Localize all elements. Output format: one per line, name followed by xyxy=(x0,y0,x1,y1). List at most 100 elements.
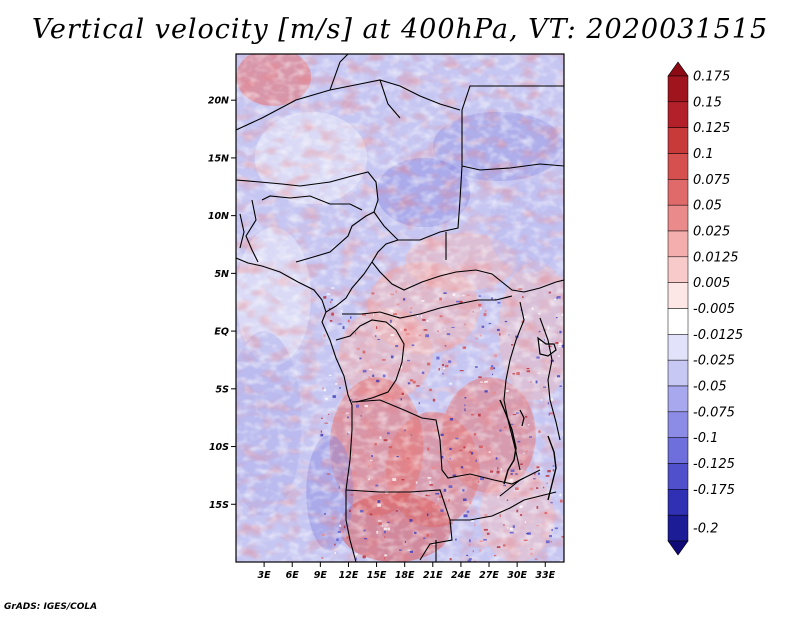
field-speckle xyxy=(328,413,330,415)
field-speckle xyxy=(446,333,451,336)
field-speckle xyxy=(393,313,397,315)
field-speckle xyxy=(395,345,399,348)
field-speckle xyxy=(504,426,507,428)
field-speckle xyxy=(545,475,550,477)
field-speckle xyxy=(497,301,501,304)
field-speckle xyxy=(410,307,413,310)
field-speckle xyxy=(458,449,463,452)
field-speckle xyxy=(534,558,538,560)
field-speckle xyxy=(557,355,560,357)
field-speckle xyxy=(470,520,474,522)
field-speckle xyxy=(466,510,470,513)
field-speckle xyxy=(561,344,564,348)
field-speckle xyxy=(362,313,366,316)
field-speckle xyxy=(331,312,334,316)
field-speckle xyxy=(353,471,357,475)
field-speckle xyxy=(492,391,496,395)
field-speckle xyxy=(341,309,343,313)
legend-label: 0.15 xyxy=(693,95,722,110)
field-speckle xyxy=(321,417,324,419)
lon-tick-label: 24E xyxy=(451,570,471,581)
field-speckle xyxy=(478,445,483,449)
field-speckle xyxy=(525,450,529,453)
field-speckle xyxy=(484,514,488,517)
field-speckle xyxy=(536,466,540,469)
lat-tick-label: 15N xyxy=(208,153,229,164)
field-speckle xyxy=(477,480,480,483)
field-speckle xyxy=(353,553,358,556)
field-speckle xyxy=(400,328,402,331)
field-speckle xyxy=(500,468,503,471)
legend-label: 0.175 xyxy=(693,70,730,85)
field-speckle xyxy=(448,499,450,502)
field-speckle xyxy=(346,536,351,539)
field-speckle xyxy=(427,362,431,366)
field-speckle xyxy=(559,343,562,346)
field-speckle xyxy=(406,546,408,548)
field-speckle xyxy=(415,481,418,484)
field-speckle xyxy=(438,368,440,371)
field-speckle xyxy=(526,368,530,370)
field-speckle xyxy=(479,334,482,337)
field-speckle xyxy=(349,509,351,512)
field-speckle xyxy=(423,329,428,331)
field-speckle xyxy=(556,296,558,300)
field-speckle xyxy=(335,383,338,385)
field-speckle xyxy=(342,412,345,415)
legend-label: 0.1 xyxy=(693,147,714,162)
field-speckle xyxy=(350,316,352,319)
legend-label: 0.025 xyxy=(693,225,730,240)
border-sahara-1 xyxy=(236,79,461,131)
field-speckle xyxy=(390,355,394,359)
border-zambia-south xyxy=(450,491,557,521)
field-speckle xyxy=(376,531,379,534)
field-speckle xyxy=(464,408,466,412)
field-speckle xyxy=(490,470,494,473)
field-speckle xyxy=(427,477,432,479)
field-speckle xyxy=(472,550,474,553)
lat-tick-label: 10N xyxy=(208,211,229,222)
legend-swatch xyxy=(667,179,689,206)
field-speckle xyxy=(475,459,477,462)
field-speckle xyxy=(346,412,349,414)
field-speckle xyxy=(409,311,412,313)
field-speckle xyxy=(320,430,322,433)
field-speckle xyxy=(354,485,358,487)
field-speckle xyxy=(463,446,466,449)
field-speckle xyxy=(549,535,552,538)
field-speckle xyxy=(326,473,331,475)
field-speckle xyxy=(560,560,563,562)
field-speckle xyxy=(497,328,500,331)
field-speckle xyxy=(480,307,482,310)
field-speckle xyxy=(425,508,427,511)
field-speckle xyxy=(481,325,485,328)
legend-top-arrow xyxy=(667,61,689,77)
field-speckle xyxy=(364,404,368,408)
legend-swatch xyxy=(667,230,689,258)
field-speckle xyxy=(463,514,468,518)
field-speckle xyxy=(499,429,502,432)
border-sudan xyxy=(461,163,564,171)
footer-credit: GrADS: IGES/COLA xyxy=(4,602,98,612)
field-speckle xyxy=(422,319,426,321)
field-speckle xyxy=(341,530,344,533)
field-speckle xyxy=(478,376,482,379)
field-speckle xyxy=(499,333,501,336)
field-speckle xyxy=(409,519,413,522)
field-speckle xyxy=(401,392,404,395)
legend-bottom-arrow xyxy=(667,540,689,556)
field-speckle xyxy=(378,522,382,525)
field-speckle xyxy=(448,360,452,363)
field-speckle xyxy=(452,474,457,477)
field-speckle xyxy=(376,379,380,383)
field-speckle xyxy=(401,479,405,481)
field-speckle xyxy=(497,466,499,470)
field-speckle xyxy=(435,503,437,505)
field-speckle xyxy=(491,297,494,300)
field-speckle xyxy=(509,478,513,482)
lat-tick-label: EQ xyxy=(214,327,229,338)
field-speckle xyxy=(323,388,326,392)
border-sahara-2 xyxy=(329,54,349,91)
field-speckle xyxy=(323,296,327,299)
